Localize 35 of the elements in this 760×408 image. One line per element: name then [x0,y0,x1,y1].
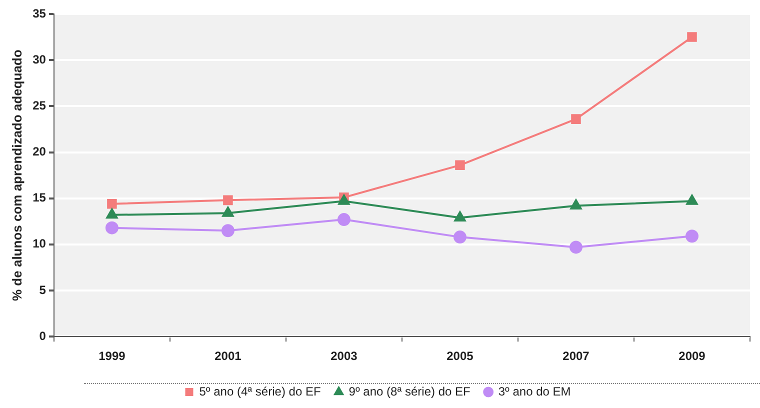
x-tick-label: 2007 [562,349,590,364]
point [454,211,466,222]
point [223,195,233,206]
y-tick-label: 15 [32,190,46,205]
x-tick-label: 1999 [98,349,126,364]
y-tick-label: 10 [32,236,46,251]
point [570,199,582,210]
x-tick-label: 2003 [330,349,358,364]
point [569,240,582,254]
y-axis-title: % de alunos com aprendizado adequado [9,50,24,301]
point [685,230,698,243]
point [222,206,234,217]
point [571,114,581,124]
point [106,208,118,219]
point [105,221,118,234]
x-tick-label: 2009 [678,349,706,364]
x-tick-label: 2001 [214,349,242,364]
point [686,194,698,205]
legend-label: 5º ano (4ª série) do EF [199,384,321,398]
point [455,160,465,170]
point [337,213,350,226]
point [687,32,697,42]
point [107,198,117,209]
y-tick-label: 25 [32,98,46,112]
point [221,224,234,238]
legend-label: 9º ano (8ª série) do EF [348,384,470,398]
x-tick-label: 2005 [446,349,474,364]
point [338,194,350,205]
y-tick-label: 5 [39,282,46,297]
y-tick-label: 35 [32,6,46,20]
y-tick-label: 30 [32,52,46,66]
y-tick-label: 20 [32,144,46,159]
point [453,230,466,244]
legend-label: 3º ano do EM [498,384,571,398]
y-tick-label: 0 [39,328,46,343]
